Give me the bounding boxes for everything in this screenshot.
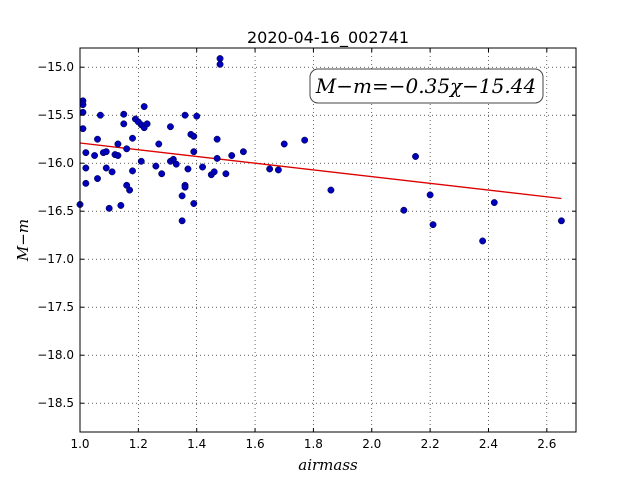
data-point (108, 168, 116, 176)
data-point (94, 135, 101, 143)
data-point (102, 148, 110, 156)
x-tick-label: 1.0 (70, 437, 89, 451)
data-point (82, 179, 90, 187)
data-point (91, 152, 99, 159)
data-point (400, 206, 408, 214)
fit-annotation-box: M−m=−0.35χ−15.44 (309, 68, 544, 104)
data-point (126, 186, 134, 194)
data-point (172, 160, 180, 168)
fit-line-group (79, 142, 562, 200)
x-axis-label: airmass (298, 456, 358, 474)
data-point (155, 140, 163, 148)
data-point (490, 199, 498, 207)
chart-title: 2020-04-16_002741 (247, 28, 409, 48)
data-point (79, 125, 87, 133)
data-point (190, 200, 198, 207)
data-point (184, 165, 192, 173)
x-tick-label: 2.2 (421, 437, 440, 451)
y-tick-label: −16.0 (37, 156, 74, 170)
data-point (479, 237, 487, 245)
data-point (102, 164, 110, 172)
data-point (228, 152, 236, 159)
data-point (222, 170, 230, 178)
y-tick-label: −17.0 (37, 252, 74, 266)
data-point (239, 148, 247, 156)
data-point (120, 110, 128, 118)
data-point (210, 168, 218, 176)
data-point (280, 140, 288, 148)
data-point (166, 123, 174, 131)
data-point (199, 163, 206, 171)
data-point (181, 183, 189, 191)
data-point (190, 132, 198, 140)
x-tick-label: 1.2 (129, 437, 148, 451)
y-tick-label: −16.5 (37, 204, 74, 218)
data-point (114, 152, 122, 159)
y-tick-label: −15.5 (37, 108, 74, 122)
y-tick-label: −18.0 (37, 348, 74, 362)
data-point (152, 162, 160, 170)
x-tick-label: 1.4 (187, 437, 206, 451)
data-point (120, 120, 128, 128)
data-point (216, 60, 224, 68)
data-point (266, 165, 274, 173)
data-point (274, 166, 282, 174)
plot-frame (79, 47, 577, 433)
y-axis-label: M−m (14, 219, 32, 262)
x-tick-label: 2.6 (537, 437, 556, 451)
y-tick-label: −15.0 (37, 60, 74, 74)
data-point (79, 101, 87, 109)
x-tick-label: 2.0 (362, 437, 381, 451)
data-point (123, 145, 131, 153)
data-point (181, 111, 189, 119)
data-point (301, 136, 309, 144)
data-point (79, 108, 87, 116)
axis-ticks: 1.0 1.2 1.4 1.6 1.8 2.0 2.2 2.4 2.6 −15.0 −15.5 −16… (37, 48, 576, 451)
data-point (178, 217, 186, 225)
x-tick-label: 2.4 (479, 437, 498, 451)
y-tick-label: −18.5 (37, 396, 74, 410)
data-point (193, 112, 201, 120)
data-point (140, 103, 148, 111)
y-tick-label: −17.5 (37, 300, 74, 314)
data-point (190, 148, 198, 156)
fit-equation: M−m=−0.35χ−15.44 (315, 74, 536, 98)
data-point (117, 201, 125, 209)
data-point (178, 192, 186, 200)
data-point (82, 164, 90, 172)
data-point (158, 170, 166, 178)
data-point (213, 135, 221, 143)
data-point (412, 153, 419, 160)
data-point (429, 221, 437, 229)
data-point (129, 134, 136, 142)
data-point (327, 186, 335, 194)
data-point (94, 175, 101, 183)
data-point (114, 140, 122, 148)
x-tick-label: 1.6 (246, 437, 265, 451)
data-point (557, 217, 565, 225)
x-tick-label: 1.8 (304, 437, 323, 451)
data-point (129, 167, 136, 175)
data-point (137, 157, 145, 165)
data-point (213, 154, 221, 162)
data-point (216, 55, 224, 63)
data-point (96, 111, 104, 119)
fit-line (79, 142, 562, 200)
data-point (426, 191, 434, 199)
data-point (143, 120, 151, 128)
data-point (105, 204, 113, 212)
grid-lines (79, 48, 576, 432)
data-points (76, 55, 565, 245)
data-point (82, 149, 90, 157)
